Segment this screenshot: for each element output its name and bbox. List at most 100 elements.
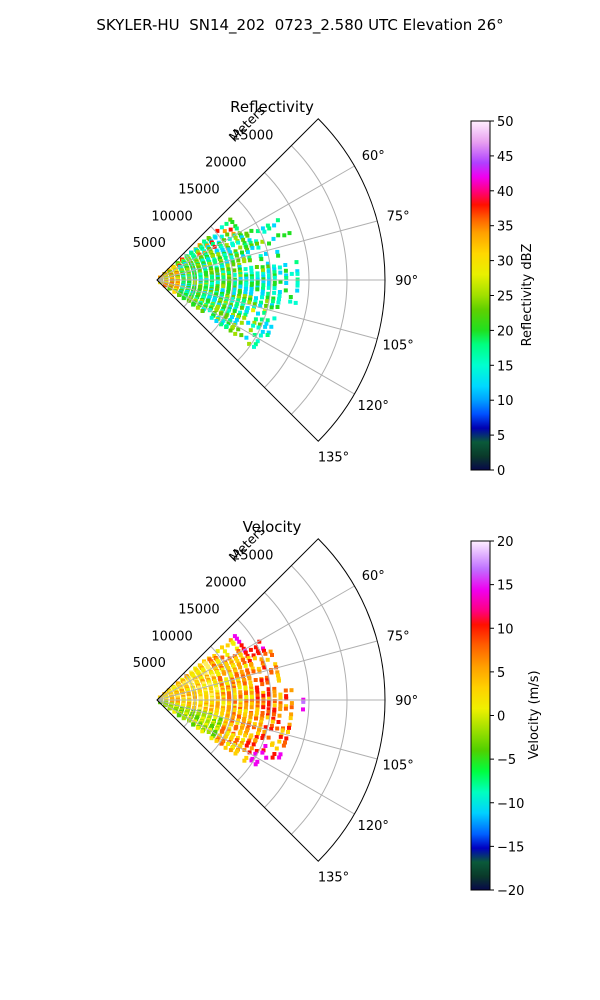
echo-cell xyxy=(265,333,270,337)
echo-cell xyxy=(222,229,227,234)
echo-cell xyxy=(277,739,282,744)
echo-cell xyxy=(216,673,221,678)
echo-cell xyxy=(243,733,248,738)
echo-cell xyxy=(219,729,224,734)
echo-cell xyxy=(221,273,226,278)
echo-cell xyxy=(197,288,202,293)
echo-cell xyxy=(222,649,227,654)
echo-cell xyxy=(247,300,252,305)
echo-cell xyxy=(228,305,232,310)
echo-cell xyxy=(226,287,231,292)
echo-cell xyxy=(277,290,282,294)
echo-cell xyxy=(210,278,215,283)
echo-cell xyxy=(251,323,256,328)
echo-cell xyxy=(244,274,249,279)
colorbar-tick-labels: −20 −15 −10 −5 0 5 10 15 20 xyxy=(490,535,524,899)
echo-cell xyxy=(233,740,238,745)
echo-cell xyxy=(256,651,261,656)
echo-cell xyxy=(243,686,248,691)
echo-cell xyxy=(289,712,294,717)
echo-cell xyxy=(269,670,274,675)
echo-cell xyxy=(236,718,241,723)
echo-cell xyxy=(283,263,288,267)
echo-cell xyxy=(224,221,229,226)
echo-cell xyxy=(275,305,280,309)
echo-cell xyxy=(227,282,231,287)
echo-cell xyxy=(249,758,254,763)
colorbar-tick-label: 40 xyxy=(497,185,514,200)
echo-cell xyxy=(224,243,229,248)
echo-cell xyxy=(219,683,224,688)
echo-cell xyxy=(249,268,254,273)
echo-cell xyxy=(191,302,196,307)
echo-cell xyxy=(226,691,231,696)
echo-cell xyxy=(256,311,260,316)
echo-cell xyxy=(272,703,277,708)
echo-cell xyxy=(256,666,261,671)
echo-cell xyxy=(260,750,265,755)
echo-cell xyxy=(195,305,200,310)
echo-cell xyxy=(261,268,265,273)
polar-grid xyxy=(156,118,386,442)
echo-cell xyxy=(248,715,253,720)
echo-cell xyxy=(249,684,253,688)
echo-cell xyxy=(278,707,283,712)
colorbar-tick-label: 20 xyxy=(497,535,514,550)
echo-cell xyxy=(220,685,225,690)
echo-cell xyxy=(251,308,256,313)
echo-cell xyxy=(287,231,292,236)
echo-cell xyxy=(239,725,244,730)
echo-cell xyxy=(250,698,254,703)
echo-cell xyxy=(262,310,267,315)
echo-cell xyxy=(242,294,247,299)
echo-cell xyxy=(272,699,277,703)
range-tick-labels: 5000 10000 15000 20000 25000 xyxy=(133,129,274,251)
echo-cell xyxy=(251,653,256,658)
echo-cell xyxy=(269,668,273,673)
echo-cell xyxy=(244,755,249,760)
echo-cell xyxy=(246,320,251,325)
azimuth-tick-label: 90° xyxy=(395,694,418,709)
echo-cell xyxy=(232,707,237,712)
echo-cell xyxy=(259,678,264,683)
echo-cell xyxy=(262,648,266,653)
echo-cell xyxy=(255,759,260,764)
range-tick-label: 10000 xyxy=(151,209,192,224)
echo-cell xyxy=(265,318,270,323)
echo-cell xyxy=(266,707,271,712)
echo-cell xyxy=(255,696,260,701)
echo-cell xyxy=(231,664,236,669)
echo-cell xyxy=(255,339,260,344)
echo-cell xyxy=(246,740,251,745)
echo-cell xyxy=(198,690,202,694)
velocity-echo-field xyxy=(157,634,306,767)
velocity-panel: Velocity 5000 10000 15000 20000 25000 60° 75°… xyxy=(133,518,542,899)
echo-cell xyxy=(247,750,252,755)
echo-cell xyxy=(278,703,283,708)
azimuth-spoke xyxy=(156,165,355,281)
echo-cell xyxy=(260,226,265,231)
echo-cell xyxy=(225,232,230,237)
echo-cell xyxy=(198,278,203,283)
echo-cell xyxy=(229,675,234,680)
echo-cell xyxy=(249,746,254,751)
echo-cell xyxy=(255,271,260,276)
echo-cell xyxy=(228,217,233,222)
colorbar-tick-label: 15 xyxy=(497,579,514,594)
echo-cell xyxy=(218,678,223,683)
echo-cell xyxy=(181,296,186,301)
echo-cell xyxy=(218,663,223,668)
echo-cell xyxy=(235,658,240,663)
range-tick-label: 25000 xyxy=(232,129,273,144)
echo-cell xyxy=(196,292,201,297)
echo-cell xyxy=(247,238,252,243)
echo-cell xyxy=(244,691,248,696)
echo-cell xyxy=(223,734,228,739)
echo-cell xyxy=(265,299,270,304)
echo-cell xyxy=(255,699,260,704)
echo-cell xyxy=(261,277,266,282)
echo-cell xyxy=(261,733,266,738)
echo-cell xyxy=(167,286,172,291)
echo-cell xyxy=(244,310,249,315)
echo-cell xyxy=(200,309,205,313)
